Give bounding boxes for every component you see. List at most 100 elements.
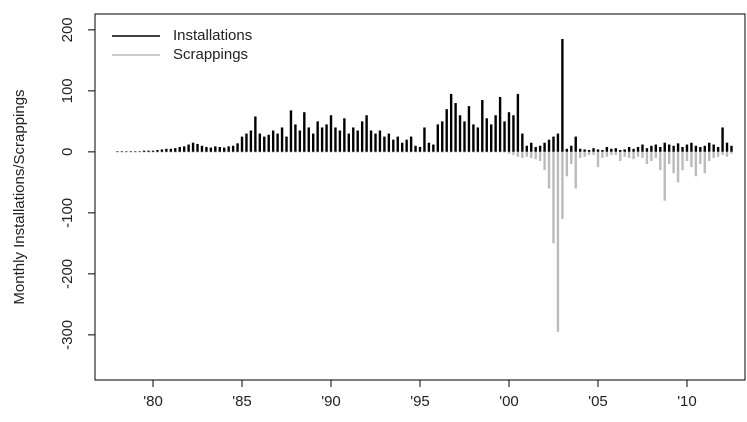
- bar: [156, 151, 159, 153]
- bar: [681, 146, 684, 152]
- bar: [596, 149, 600, 152]
- bar: [329, 151, 333, 153]
- bar: [530, 151, 533, 158]
- bar: [263, 136, 266, 152]
- bar: [392, 151, 395, 153]
- bar: [476, 127, 480, 152]
- bar: [223, 151, 226, 153]
- bar: [525, 151, 528, 157]
- bar: [587, 151, 591, 155]
- bar: [138, 151, 141, 153]
- bar: [449, 93, 453, 152]
- bar: [561, 39, 564, 152]
- bar: [699, 151, 702, 165]
- bar: [601, 151, 604, 158]
- bar: [650, 145, 653, 152]
- bar: [445, 109, 448, 152]
- bar: [667, 144, 671, 152]
- bar: [116, 151, 119, 153]
- bar: [605, 146, 609, 152]
- legend-label: Scrappings: [173, 46, 248, 63]
- bar: [467, 151, 471, 153]
- bar: [125, 151, 128, 153]
- bar: [667, 151, 671, 165]
- bar: [187, 151, 190, 153]
- bar: [552, 151, 555, 244]
- bar: [423, 151, 426, 153]
- bar: [151, 151, 155, 153]
- bar: [218, 151, 221, 153]
- bar: [436, 124, 439, 152]
- bar: [650, 151, 653, 162]
- legend-label: Installations: [173, 27, 252, 44]
- x-tick-label: '80: [143, 393, 163, 410]
- bar: [196, 151, 199, 153]
- bar: [570, 145, 573, 152]
- bar: [316, 121, 319, 152]
- bar: [654, 144, 658, 152]
- bar: [200, 151, 204, 153]
- bar: [316, 151, 319, 153]
- bar: [418, 151, 422, 153]
- bar: [374, 133, 377, 152]
- bar: [498, 96, 502, 152]
- bar: [525, 145, 528, 152]
- bar: [641, 151, 644, 158]
- bar: [534, 151, 537, 160]
- bar: [716, 146, 720, 152]
- bar: [396, 151, 399, 153]
- bar: [512, 115, 515, 152]
- bar: [454, 151, 457, 153]
- bar: [694, 151, 698, 177]
- bar: [374, 151, 377, 153]
- bar: [485, 151, 488, 153]
- bar: [187, 144, 190, 152]
- bar: [387, 133, 391, 152]
- bar: [338, 151, 342, 153]
- bar: [325, 124, 328, 152]
- x-tick-label: '10: [677, 393, 697, 410]
- bar: [441, 151, 444, 153]
- bar: [507, 151, 511, 154]
- bar: [694, 145, 698, 152]
- bar: [365, 151, 368, 153]
- bar: [725, 151, 729, 157]
- bar: [320, 151, 324, 153]
- bar: [360, 151, 364, 153]
- bar: [414, 151, 417, 153]
- bar: [619, 150, 622, 152]
- bar: [601, 150, 604, 152]
- bar: [556, 133, 560, 152]
- bar: [632, 151, 635, 160]
- bar: [352, 151, 355, 153]
- x-tick-label: '05: [588, 393, 608, 410]
- bar: [476, 151, 480, 153]
- bar: [685, 151, 689, 162]
- bar: [409, 151, 413, 153]
- bar: [489, 151, 493, 153]
- bar: [245, 151, 248, 153]
- bar: [160, 149, 164, 152]
- bar: [156, 150, 159, 152]
- bar: [191, 151, 195, 153]
- bar: [165, 151, 168, 153]
- bar: [463, 121, 466, 152]
- bar: [200, 145, 204, 152]
- bar: [623, 149, 626, 152]
- bar: [231, 145, 235, 152]
- bar: [209, 151, 213, 153]
- bar: [565, 148, 569, 152]
- bar: [396, 136, 399, 152]
- bar: [334, 151, 337, 153]
- bar: [267, 151, 270, 153]
- bar: [401, 151, 404, 153]
- bar: [209, 147, 213, 152]
- x-tick-label: '00: [499, 393, 519, 410]
- bar: [245, 133, 248, 152]
- bar: [343, 151, 346, 153]
- bar: [672, 145, 675, 152]
- bar: [659, 146, 662, 152]
- bar: [298, 130, 302, 152]
- bar: [583, 149, 586, 152]
- bar: [254, 151, 257, 153]
